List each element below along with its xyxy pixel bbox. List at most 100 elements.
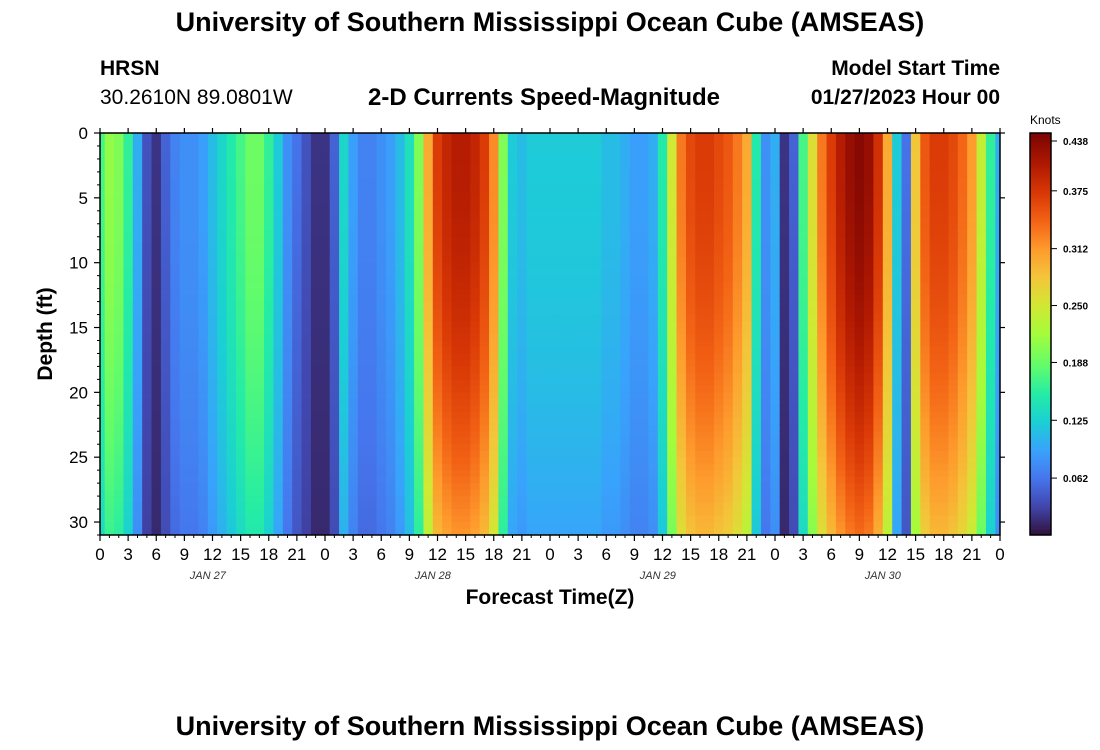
heatmap-cell bbox=[432, 398, 443, 406]
heatmap-cell bbox=[451, 515, 462, 523]
heatmap-cell bbox=[695, 528, 706, 535]
heatmap-cell bbox=[554, 515, 565, 523]
heatmap-cell bbox=[235, 385, 246, 393]
heatmap-cell bbox=[620, 165, 631, 173]
heatmap-cell bbox=[460, 139, 471, 147]
heatmap-cell bbox=[339, 236, 350, 244]
heatmap-cell bbox=[404, 308, 415, 316]
heatmap-cell bbox=[282, 385, 293, 393]
heatmap-cell bbox=[132, 483, 143, 491]
heatmap-cell bbox=[310, 243, 321, 251]
heatmap-cell bbox=[404, 444, 415, 452]
heatmap-cell bbox=[732, 223, 743, 231]
heatmap-cell bbox=[610, 197, 621, 205]
heatmap-cell bbox=[601, 476, 612, 484]
heatmap-cell bbox=[442, 483, 453, 491]
heatmap-cell bbox=[414, 178, 425, 186]
heatmap-cell bbox=[479, 139, 490, 147]
heatmap-cell bbox=[470, 502, 481, 510]
heatmap-cell bbox=[770, 470, 781, 478]
heatmap-cell bbox=[226, 308, 237, 316]
heatmap-cell bbox=[376, 340, 387, 348]
heatmap-cell bbox=[320, 463, 331, 471]
heatmap-cell bbox=[320, 334, 331, 342]
heatmap-cell bbox=[667, 489, 678, 497]
heatmap-cell bbox=[835, 379, 846, 387]
heatmap-cell bbox=[367, 288, 378, 296]
heatmap-cell bbox=[817, 476, 828, 484]
heatmap-cell bbox=[385, 431, 396, 439]
heatmap-cell bbox=[432, 502, 443, 510]
heatmap-cell bbox=[620, 262, 631, 270]
heatmap-cell bbox=[751, 515, 762, 523]
heatmap-cell bbox=[479, 340, 490, 348]
heatmap-cell bbox=[535, 275, 546, 283]
heatmap-cell bbox=[545, 204, 556, 212]
heatmap-cell bbox=[179, 489, 190, 497]
heatmap-cell bbox=[845, 275, 856, 283]
heatmap-cell bbox=[798, 470, 809, 478]
heatmap-cell bbox=[100, 262, 106, 270]
heatmap-cell bbox=[601, 184, 612, 192]
heatmap-cell bbox=[207, 502, 218, 510]
heatmap-cell bbox=[142, 379, 153, 387]
heatmap-cell bbox=[226, 217, 237, 225]
heatmap-cell bbox=[132, 204, 143, 212]
heatmap-cell bbox=[789, 178, 800, 186]
heatmap-cell bbox=[770, 502, 781, 510]
heatmap-cell bbox=[479, 476, 490, 484]
heatmap-cell bbox=[507, 334, 518, 342]
heatmap-cell bbox=[498, 236, 509, 244]
heatmap-cell bbox=[432, 288, 443, 296]
heatmap-cell bbox=[170, 424, 181, 432]
heatmap-cell bbox=[329, 204, 340, 212]
heatmap-cell bbox=[779, 522, 790, 530]
heatmap-cell bbox=[179, 379, 190, 387]
heatmap-cell bbox=[367, 476, 378, 484]
heatmap-cell bbox=[395, 171, 406, 179]
heatmap-cell bbox=[423, 171, 434, 179]
heatmap-cell bbox=[367, 353, 378, 361]
heatmap-cell bbox=[432, 366, 443, 374]
heatmap-cell bbox=[639, 359, 650, 368]
heatmap-cell bbox=[582, 476, 593, 484]
heatmap-cell bbox=[601, 502, 612, 510]
heatmap-cell bbox=[254, 321, 265, 329]
heatmap-cell bbox=[254, 470, 265, 478]
heatmap-cell bbox=[395, 217, 406, 225]
heatmap-cell bbox=[320, 165, 331, 173]
heatmap-cell bbox=[732, 321, 743, 329]
heatmap-cell bbox=[648, 133, 659, 141]
heatmap-cell bbox=[348, 308, 359, 316]
heatmap-cell bbox=[723, 470, 734, 478]
heatmap-cell bbox=[460, 470, 471, 478]
heatmap-cell bbox=[320, 418, 331, 426]
heatmap-cell bbox=[601, 431, 612, 439]
heatmap-cell bbox=[545, 171, 556, 179]
heatmap-cell bbox=[845, 230, 856, 238]
heatmap-cell bbox=[770, 217, 781, 225]
heatmap-cell bbox=[264, 353, 275, 361]
heatmap-cell bbox=[723, 457, 734, 465]
heatmap-cell bbox=[620, 392, 631, 400]
heatmap-cell bbox=[798, 275, 809, 283]
heatmap-cell bbox=[367, 379, 378, 387]
heatmap-cell bbox=[395, 327, 406, 335]
heatmap-cell bbox=[826, 249, 837, 257]
heatmap-cell bbox=[826, 230, 837, 238]
heatmap-cell bbox=[573, 470, 584, 478]
heatmap-cell bbox=[414, 275, 425, 283]
heatmap-cell bbox=[245, 133, 256, 141]
heatmap-cell bbox=[179, 282, 190, 290]
heatmap-cell bbox=[170, 204, 181, 212]
heatmap-cell bbox=[226, 398, 237, 406]
heatmap-cell bbox=[170, 314, 181, 322]
heatmap-cell bbox=[826, 483, 837, 491]
heatmap-cell bbox=[760, 191, 771, 199]
heatmap-cell bbox=[770, 444, 781, 452]
heatmap-cell bbox=[751, 191, 762, 199]
heatmap-cell bbox=[470, 223, 481, 231]
heatmap-cell bbox=[432, 372, 443, 380]
heatmap-cell bbox=[254, 372, 265, 380]
heatmap-cell bbox=[789, 165, 800, 173]
